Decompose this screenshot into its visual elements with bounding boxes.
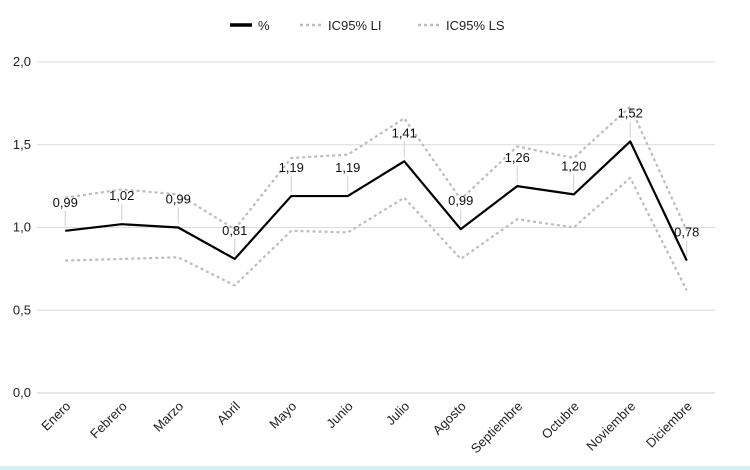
y-tick-label: 2,0 [13, 54, 31, 69]
x-tick-label: Octubre [539, 399, 582, 442]
y-tick-label: 1,0 [13, 220, 31, 235]
x-tick-label: Abril [214, 398, 243, 427]
legend-label: IC95% LS [446, 18, 505, 33]
data-label: 1,52 [618, 105, 643, 120]
y-tick-label: 0,0 [13, 385, 31, 400]
data-label: 1,26 [505, 150, 530, 165]
data-label: 1,20 [561, 158, 586, 173]
x-tick-label: Julio [383, 399, 413, 429]
data-label: 1,02 [109, 188, 134, 203]
x-tick-label: Agosto [430, 399, 469, 438]
bottom-border [0, 466, 750, 470]
x-tick-label: Enero [38, 399, 73, 434]
data-label: 1,41 [392, 125, 417, 140]
data-label: 0,99 [53, 195, 78, 210]
series-line-ic95-li [65, 176, 688, 291]
series-line-ic95-ls [65, 105, 688, 232]
x-tick-label: Diciembre [643, 399, 695, 451]
x-tick-label: Mayo [266, 399, 299, 432]
data-label: 1,19 [335, 160, 360, 175]
y-tick-label: 0,5 [13, 302, 31, 317]
x-tick-label: Junio [323, 399, 356, 432]
data-label: 0,99 [448, 193, 473, 208]
x-tick-label: Septiembre [468, 399, 526, 457]
data-label: 0,78 [674, 225, 699, 240]
series-line-percent [65, 140, 688, 262]
legend-label: IC95% LI [328, 18, 381, 33]
y-tick-label: 1,5 [13, 137, 31, 152]
data-label: 0,99 [166, 192, 191, 207]
x-tick-label: Febrero [87, 399, 130, 442]
x-tick-label: Noviembre [583, 399, 638, 454]
data-label: 1,19 [279, 160, 304, 175]
data-label: 0,81 [222, 223, 247, 238]
x-tick-label: Marzo [150, 399, 186, 435]
legend-label: % [258, 18, 270, 33]
